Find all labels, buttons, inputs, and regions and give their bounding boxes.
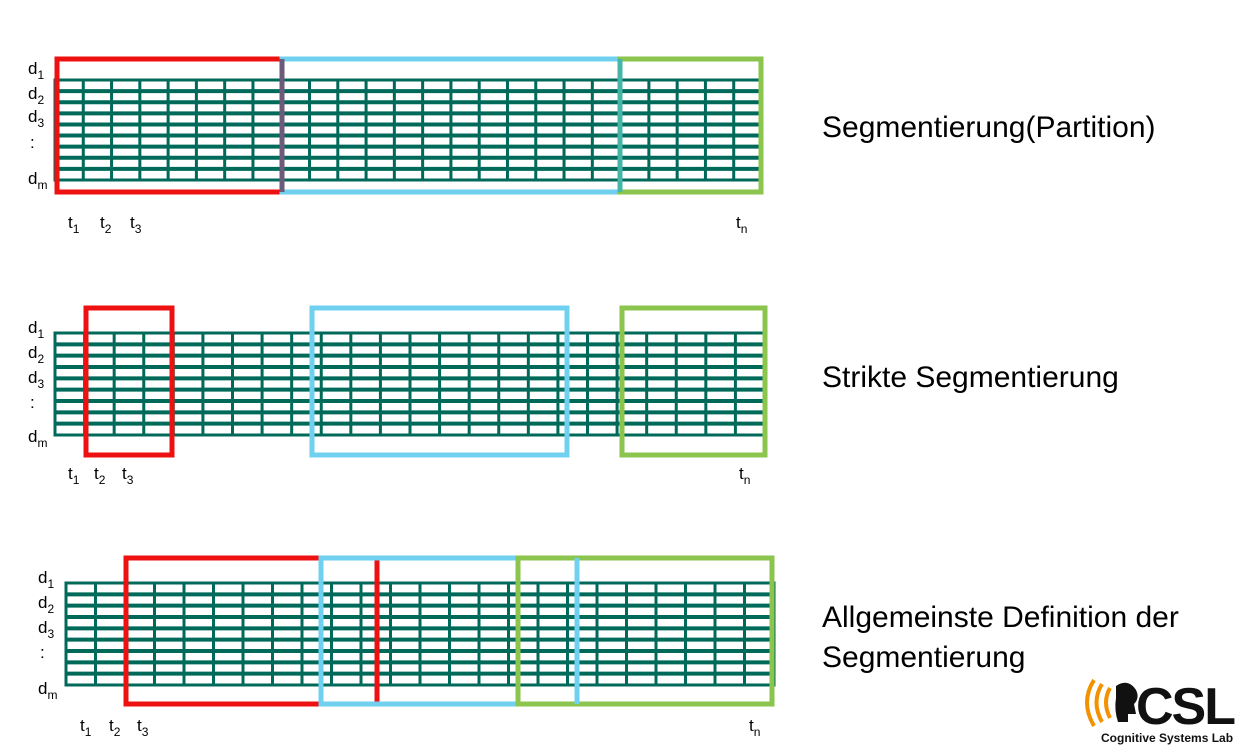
caption-line: Allgemeinste Definition der xyxy=(822,601,1179,634)
column-label-t2: t2 xyxy=(109,716,121,739)
segment-red xyxy=(123,555,380,707)
caption-strict: Strikte Segmentierung xyxy=(822,358,1119,398)
column-label-t3: t3 xyxy=(122,464,134,487)
segment-blue xyxy=(309,305,570,458)
caption-partition: Segmentierung(Partition) xyxy=(822,108,1156,148)
column-label-t1: t1 xyxy=(68,213,80,236)
column-label-t2: t2 xyxy=(100,213,112,236)
row-label-d1: d1 xyxy=(38,568,54,591)
row-label-d3: d3 xyxy=(38,618,54,641)
column-label-t1: t1 xyxy=(68,464,80,487)
row-label-d1: d1 xyxy=(28,318,44,341)
column-label-tn: tn xyxy=(749,716,760,739)
column-label-t3: t3 xyxy=(137,716,149,739)
caption-general: Allgemeinste Definition der Segmentierun… xyxy=(822,598,1179,678)
row-label-d2: d2 xyxy=(38,593,54,616)
data-matrix xyxy=(64,581,776,687)
row-label-d2: d2 xyxy=(28,343,44,366)
column-label-t1: t1 xyxy=(80,716,92,739)
segment-green xyxy=(515,555,775,707)
row-label-d1: d1 xyxy=(28,59,44,82)
logo-wordmark: CSL xyxy=(1136,678,1235,736)
row-label-ellipsis: : xyxy=(30,393,35,412)
csl-logo: CSL Cognitive Systems Lab xyxy=(1085,678,1237,745)
head-with-sound-waves-icon xyxy=(1085,678,1138,728)
data-matrix xyxy=(53,78,764,182)
column-label-tn: tn xyxy=(739,464,750,487)
row-label-ellipsis: : xyxy=(30,133,35,152)
column-label-t2: t2 xyxy=(94,464,106,487)
caption-line: Segmentierung xyxy=(822,641,1026,674)
column-label-tn: tn xyxy=(736,213,747,236)
logo-tagline: Cognitive Systems Lab xyxy=(1101,731,1233,745)
row-label-dm: dm xyxy=(28,169,47,192)
segment-red xyxy=(83,305,175,458)
row-label-d3: d3 xyxy=(28,368,44,391)
matrix-frame xyxy=(53,78,764,182)
row-label-d3: d3 xyxy=(28,107,44,130)
row-label-dm: dm xyxy=(28,427,47,450)
segment-green xyxy=(619,305,768,458)
row-label-ellipsis: : xyxy=(40,643,45,662)
caption-line: Strikte Segmentierung xyxy=(822,361,1119,394)
caption-line: Segmentierung(Partition) xyxy=(822,111,1156,144)
data-matrix xyxy=(53,331,767,437)
row-label-dm: dm xyxy=(38,679,57,702)
row-label-d2: d2 xyxy=(28,84,44,107)
column-label-t3: t3 xyxy=(130,213,142,236)
